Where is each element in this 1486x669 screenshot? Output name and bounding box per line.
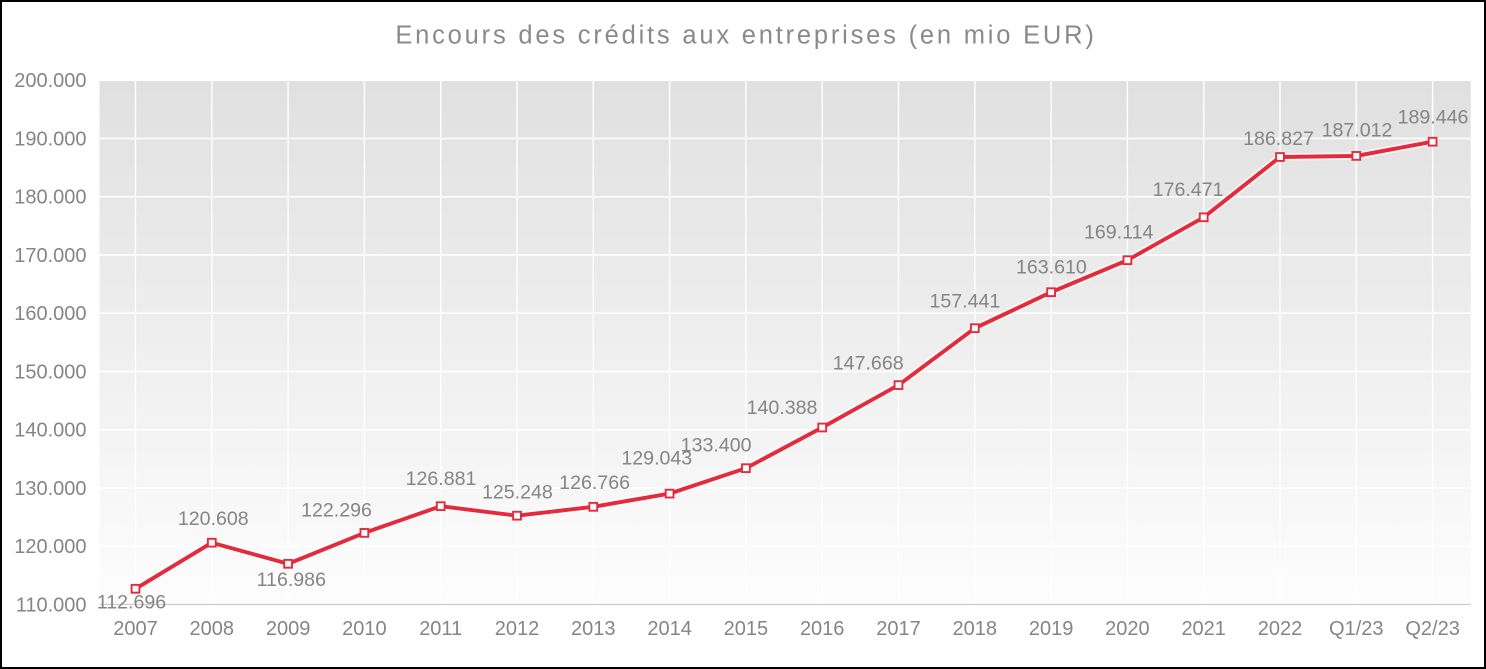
svg-text:112.696: 112.696	[97, 591, 166, 613]
svg-text:126.881: 126.881	[406, 468, 477, 490]
svg-text:2022: 2022	[1258, 618, 1303, 640]
svg-text:160.000: 160.000	[14, 303, 86, 325]
svg-text:Q1/23: Q1/23	[1329, 618, 1383, 640]
svg-text:147.668: 147.668	[833, 353, 904, 375]
svg-text:176.471: 176.471	[1153, 179, 1224, 201]
svg-text:140.000: 140.000	[14, 420, 86, 442]
svg-text:169.114: 169.114	[1084, 222, 1153, 244]
svg-text:125.248: 125.248	[482, 481, 553, 503]
svg-text:Encours des crédits aux entrep: Encours des crédits aux entreprises (en …	[395, 22, 1096, 50]
svg-text:170.000: 170.000	[14, 245, 86, 267]
svg-text:Q2/23: Q2/23	[1405, 618, 1459, 640]
svg-text:120.608: 120.608	[178, 508, 249, 530]
svg-text:129.043: 129.043	[621, 448, 692, 470]
svg-text:157.441: 157.441	[929, 291, 1000, 313]
svg-text:130.000: 130.000	[14, 478, 86, 500]
svg-text:2011: 2011	[419, 618, 462, 640]
svg-text:180.000: 180.000	[14, 187, 86, 209]
svg-text:120.000: 120.000	[14, 536, 86, 558]
svg-text:2016: 2016	[800, 618, 845, 640]
svg-text:2019: 2019	[1029, 618, 1074, 640]
svg-text:2020: 2020	[1105, 618, 1150, 640]
svg-text:122.296: 122.296	[301, 500, 372, 522]
svg-text:2021: 2021	[1181, 618, 1226, 640]
svg-text:2012: 2012	[495, 618, 540, 640]
svg-text:133.400: 133.400	[681, 435, 752, 457]
svg-text:190.000: 190.000	[14, 128, 86, 150]
svg-text:200.000: 200.000	[14, 70, 86, 92]
svg-text:2009: 2009	[266, 618, 311, 640]
svg-text:150.000: 150.000	[14, 361, 86, 383]
svg-text:2018: 2018	[953, 618, 998, 640]
svg-text:187.012: 187.012	[1322, 120, 1393, 142]
svg-text:2014: 2014	[647, 618, 692, 640]
svg-text:2007: 2007	[113, 618, 158, 640]
svg-text:163.610: 163.610	[1016, 257, 1087, 279]
svg-text:140.388: 140.388	[747, 397, 818, 419]
svg-text:2017: 2017	[876, 618, 921, 640]
svg-text:2010: 2010	[342, 618, 387, 640]
svg-text:110.000: 110.000	[16, 594, 87, 616]
svg-text:189.446: 189.446	[1398, 107, 1469, 129]
svg-text:2013: 2013	[571, 618, 616, 640]
svg-text:2008: 2008	[190, 618, 235, 640]
svg-text:186.827: 186.827	[1243, 128, 1314, 150]
svg-text:2015: 2015	[724, 618, 769, 640]
svg-text:116.986: 116.986	[257, 569, 326, 591]
svg-text:126.766: 126.766	[559, 472, 630, 494]
